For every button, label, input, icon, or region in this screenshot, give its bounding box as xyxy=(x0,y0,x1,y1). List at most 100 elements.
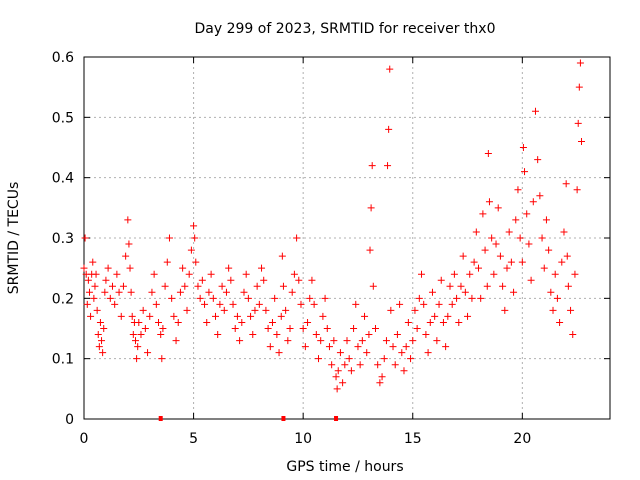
data-point xyxy=(190,222,198,230)
data-point xyxy=(229,300,237,308)
data-point xyxy=(551,270,559,278)
data-point xyxy=(310,300,318,308)
data-point xyxy=(80,264,88,272)
data-point xyxy=(494,204,502,212)
y-tick-label: 0.3 xyxy=(52,231,74,247)
data-point xyxy=(115,288,123,296)
data-point xyxy=(536,192,544,200)
data-point xyxy=(428,288,436,296)
data-point xyxy=(439,318,447,326)
data-point xyxy=(89,258,97,266)
data-point xyxy=(549,306,557,314)
data-point xyxy=(371,325,379,332)
data-point xyxy=(163,258,171,266)
data-point xyxy=(279,282,287,290)
data-point xyxy=(538,234,546,242)
data-point xyxy=(268,318,276,326)
data-point xyxy=(91,282,99,290)
y-tick-label: 0.4 xyxy=(52,171,74,187)
data-point xyxy=(251,306,259,314)
data-point xyxy=(507,258,515,266)
data-point xyxy=(420,300,428,308)
data-point xyxy=(214,331,222,339)
data-point xyxy=(260,276,268,284)
y-tick-label: 0.2 xyxy=(52,291,74,307)
data-point xyxy=(170,312,178,320)
data-point xyxy=(240,288,248,296)
data-point xyxy=(158,355,166,363)
data-point xyxy=(284,337,292,345)
data-point xyxy=(411,306,419,314)
data-point xyxy=(356,361,364,369)
data-point xyxy=(205,288,213,296)
data-point xyxy=(152,300,160,308)
data-point xyxy=(481,246,489,254)
chart-title: Day 299 of 2023, SRMTID for receiver thx… xyxy=(195,21,496,37)
data-point xyxy=(277,312,285,320)
y-tick-label: 0 xyxy=(65,412,74,428)
data-point xyxy=(503,264,511,272)
data-point xyxy=(266,343,274,351)
data-point xyxy=(386,65,394,73)
data-point xyxy=(567,306,575,314)
data-point xyxy=(172,337,180,345)
data-point xyxy=(135,318,143,326)
data-point xyxy=(106,294,114,302)
data-point xyxy=(442,343,450,351)
data-point xyxy=(448,300,456,308)
data-point xyxy=(102,276,110,284)
data-point xyxy=(85,288,93,296)
data-point xyxy=(369,282,377,290)
data-point xyxy=(155,318,163,326)
y-tick-label: 0.6 xyxy=(52,50,74,66)
data-point xyxy=(225,264,233,272)
data-point xyxy=(485,198,493,206)
data-point xyxy=(148,288,156,296)
data-point xyxy=(389,343,397,351)
x-tick-label: 20 xyxy=(513,431,531,447)
data-point xyxy=(297,300,305,308)
data-point xyxy=(368,162,376,170)
data-point xyxy=(282,306,290,314)
data-point xyxy=(247,312,255,320)
data-point xyxy=(461,288,469,296)
data-point xyxy=(387,306,395,314)
data-point xyxy=(157,331,165,339)
data-point xyxy=(209,294,217,302)
data-point xyxy=(490,270,498,278)
data-point xyxy=(510,288,518,296)
data-point xyxy=(444,312,452,320)
data-point xyxy=(345,355,353,363)
data-point xyxy=(525,240,533,248)
data-point xyxy=(99,349,107,357)
data-point xyxy=(92,270,100,278)
data-point xyxy=(159,325,167,332)
data-point xyxy=(187,246,195,254)
data-point xyxy=(540,264,548,272)
data-point xyxy=(450,270,458,278)
y-axis: 0 0.1 0.2 0.3 0.4 0.5 0.6 xyxy=(52,50,610,428)
data-point xyxy=(203,318,211,326)
data-point xyxy=(431,312,439,320)
data-point xyxy=(288,288,296,296)
x-tick-label: 10 xyxy=(294,431,312,447)
data-point xyxy=(574,119,582,127)
data-point xyxy=(475,264,482,272)
data-point xyxy=(141,325,149,332)
data-point xyxy=(558,258,566,266)
data-point xyxy=(98,337,106,345)
data-point xyxy=(165,234,173,242)
data-point xyxy=(122,252,130,260)
data-point xyxy=(137,331,145,339)
zero-marker xyxy=(334,416,339,421)
data-point xyxy=(385,125,393,133)
data-point xyxy=(466,270,474,278)
data-point xyxy=(562,180,570,188)
data-point xyxy=(295,276,303,284)
data-point xyxy=(212,312,219,320)
data-point xyxy=(501,306,509,314)
data-point xyxy=(514,186,522,194)
data-point xyxy=(343,337,351,345)
data-point xyxy=(573,186,581,194)
data-point xyxy=(512,216,520,224)
